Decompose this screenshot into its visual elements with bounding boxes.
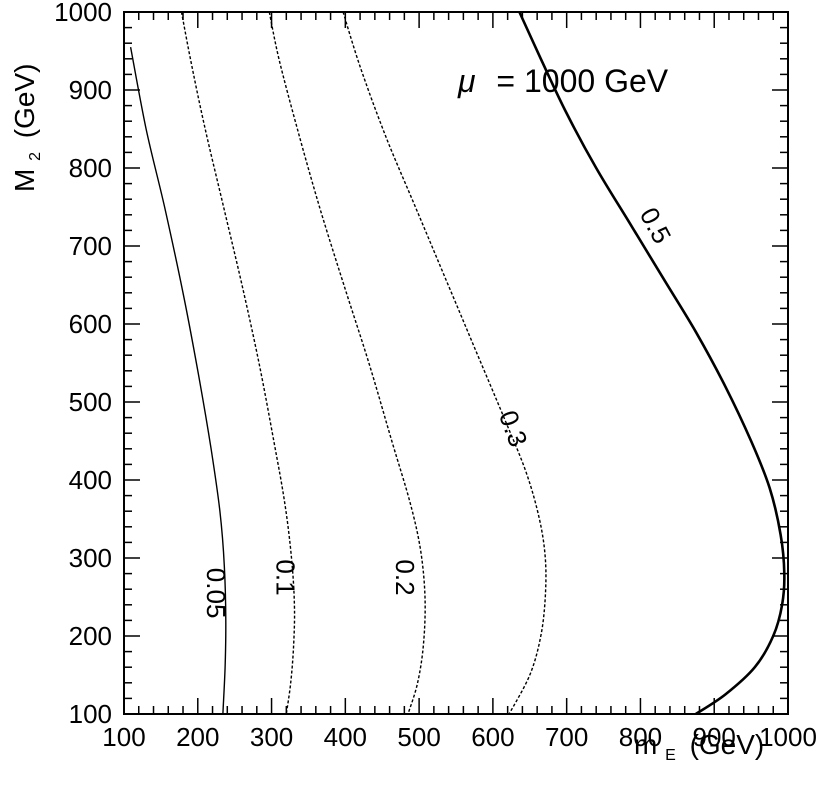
- tick-marks: [123, 11, 789, 715]
- x-axis-sub: E: [665, 747, 676, 764]
- contour-line-0.2: [268, 11, 426, 715]
- x-axis-title: m E (GeV): [634, 729, 764, 766]
- contour-line-0.3: [342, 11, 547, 715]
- x-tick-label: 200: [176, 722, 219, 752]
- y-axis-sub: 2: [27, 152, 44, 161]
- contour-label-0.1: 0.1: [271, 559, 301, 595]
- contour-label-0.3: 0.3: [493, 406, 534, 450]
- x-tick-label: 700: [545, 722, 588, 752]
- y-tick-label: 200: [69, 621, 112, 651]
- x-axis-unit: (GeV): [690, 729, 765, 760]
- contour-line-0.5: [518, 11, 786, 716]
- contour-label-0.2: 0.2: [390, 559, 420, 595]
- y-axis-title: M 2 (GeV): [9, 64, 46, 192]
- x-tick-label: 800: [619, 722, 662, 752]
- y-tick-label: 900: [69, 75, 112, 105]
- y-tick-label: 1000: [54, 0, 112, 27]
- y-tick-label: 800: [69, 153, 112, 183]
- mu-symbol: μ: [457, 63, 476, 99]
- y-axis-main: M: [9, 169, 40, 192]
- x-tick-label: 500: [397, 722, 440, 752]
- y-tick-label: 700: [69, 231, 112, 261]
- y-axis-unit: (GeV): [9, 64, 40, 139]
- x-tick-label: 300: [250, 722, 293, 752]
- contour-curves: [129, 11, 786, 716]
- x-tick-labels: 100 200 300 400 500 600 700 800 900 1000: [102, 722, 817, 752]
- contour-label-0.05: 0.05: [201, 568, 231, 619]
- x-tick-label: 100: [102, 722, 145, 752]
- plot-frame: [123, 11, 789, 715]
- contour-line-0.05: [129, 46, 227, 715]
- y-tick-labels: 100 200 300 400 500 600 700 800 900 1000: [54, 0, 112, 729]
- mu-value: = 1000 GeV: [496, 63, 668, 99]
- mu-annotation: μ = 1000 GeV: [457, 63, 669, 99]
- x-tick-label: 900: [693, 722, 736, 752]
- y-tick-label: 400: [69, 465, 112, 495]
- x-tick-label: 400: [324, 722, 367, 752]
- y-tick-label: 500: [69, 387, 112, 417]
- x-axis-main: m: [634, 729, 657, 760]
- contour-line-0.1: [180, 11, 296, 715]
- y-tick-label: 600: [69, 309, 112, 339]
- y-tick-label: 300: [69, 543, 112, 573]
- x-tick-label: 1000: [759, 722, 817, 752]
- y-tick-label: 100: [69, 699, 112, 729]
- x-tick-label: 600: [471, 722, 514, 752]
